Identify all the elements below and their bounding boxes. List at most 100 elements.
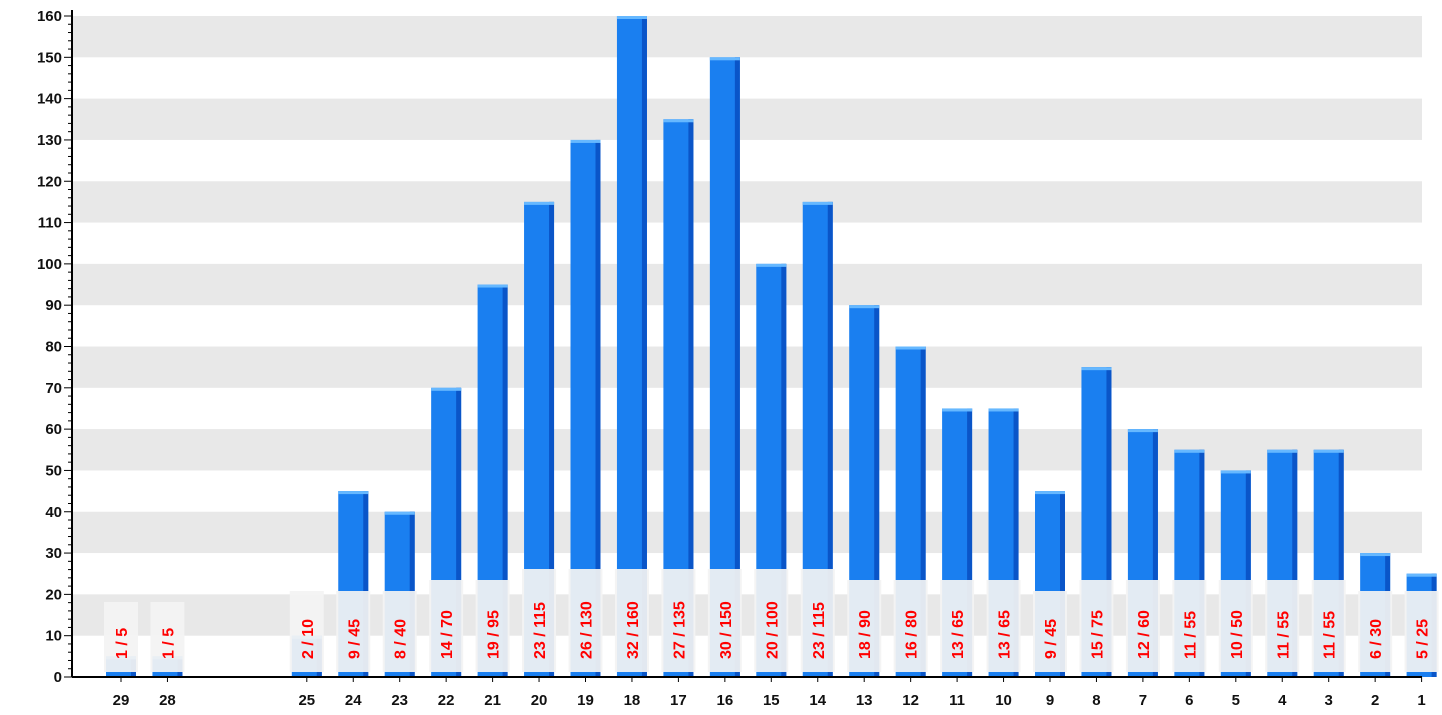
data-label: 16 / 80: [904, 610, 921, 659]
x-tick-label: 14: [809, 692, 826, 709]
y-tick-label: 120: [37, 173, 62, 190]
data-label-box: [986, 580, 1021, 672]
bar-highlight: [570, 139, 601, 143]
data-label-box: [1172, 580, 1207, 672]
bar-highlight: [849, 305, 880, 309]
y-tick-label: 0: [54, 669, 62, 686]
bar-shade: [688, 119, 694, 677]
x-tick-label: 18: [624, 692, 641, 709]
bar-shade: [734, 57, 740, 677]
y-tick-label: 40: [45, 504, 62, 521]
data-label: 14 / 70: [439, 610, 456, 659]
x-tick-label: 9: [1046, 692, 1054, 709]
y-tick-label: 150: [37, 49, 62, 66]
x-tick-label: 6: [1185, 692, 1193, 709]
data-label-box: [522, 569, 557, 672]
bar-highlight: [1406, 573, 1437, 577]
bar-highlight: [338, 491, 369, 495]
x-tick-label: 24: [345, 692, 362, 709]
data-label: 11 / 55: [1275, 611, 1292, 659]
bar-highlight: [616, 16, 647, 19]
bar-highlight: [988, 408, 1019, 412]
data-label-box: [1218, 580, 1253, 672]
data-label: 5 / 25: [1415, 619, 1432, 659]
x-tick-label: 5: [1232, 692, 1240, 709]
bar-highlight: [663, 119, 694, 123]
data-label: 11 / 55: [1322, 611, 1339, 659]
bar-highlight: [1360, 553, 1391, 557]
bar-shade: [502, 284, 508, 677]
x-tick-label: 3: [1325, 692, 1333, 709]
x-tick-label: 23: [391, 692, 408, 709]
bar-shade: [549, 201, 555, 677]
bar-shade: [1338, 449, 1344, 677]
data-label: 2 / 10: [300, 619, 317, 659]
y-tick-label: 80: [45, 339, 62, 356]
y-tick-label: 130: [37, 132, 62, 149]
bar-shade: [1013, 408, 1019, 677]
bar-highlight: [1035, 491, 1065, 495]
data-label-box: [893, 580, 928, 672]
x-tick-label: 28: [159, 692, 176, 709]
bar-shade: [1245, 470, 1251, 677]
data-label: 23 / 115: [532, 602, 549, 659]
x-tick-label: 8: [1092, 692, 1100, 709]
bar-shade: [967, 408, 973, 677]
y-tick-label: 60: [45, 421, 62, 438]
bar-highlight: [477, 284, 508, 288]
data-label-box: [614, 569, 649, 672]
grid-band: [72, 429, 1422, 471]
data-label: 12 / 60: [1136, 610, 1153, 659]
data-label: 13 / 65: [997, 610, 1014, 659]
data-label: 1 / 5: [160, 628, 177, 659]
data-label: 15 / 75: [1089, 610, 1106, 659]
data-label: 13 / 65: [950, 610, 967, 659]
x-tick-label: 25: [298, 692, 315, 709]
data-label: 1 / 5: [114, 628, 131, 659]
data-label-box: [1125, 580, 1160, 672]
bar-highlight: [1220, 470, 1251, 474]
bar-shade: [1060, 491, 1065, 677]
y-tick-label: 20: [45, 586, 62, 603]
data-label-box: [1079, 580, 1114, 672]
bar-shade: [874, 305, 880, 677]
y-tick-label: 140: [37, 91, 62, 108]
data-label-box: [1358, 591, 1393, 672]
x-tick-label: 7: [1139, 692, 1147, 709]
bar-shade: [1152, 429, 1158, 677]
data-label-box: [800, 569, 835, 672]
x-tick-label: 22: [438, 692, 455, 709]
x-tick-label: 11: [949, 692, 965, 709]
data-label-box: [336, 591, 371, 672]
bar-group: [616, 16, 647, 677]
data-label: 19 / 95: [486, 610, 503, 659]
y-tick-label: 90: [45, 297, 62, 314]
bar-highlight: [1267, 449, 1298, 453]
data-label: 9 / 45: [346, 619, 363, 659]
bar-shade: [1106, 367, 1112, 677]
bar-highlight: [384, 511, 415, 515]
x-tick-label: 20: [531, 692, 548, 709]
data-label: 32 / 160: [625, 601, 642, 659]
data-label-box: [1265, 580, 1300, 672]
grid-band: [72, 511, 1422, 554]
bar-highlight: [802, 201, 833, 205]
bar-highlight: [709, 57, 740, 61]
bar-highlight: [756, 263, 787, 267]
bar-shade: [1199, 449, 1205, 677]
bar-shade: [781, 263, 787, 677]
y-tick-label: 110: [38, 215, 62, 232]
bar-shade: [827, 201, 833, 677]
data-label-box: [104, 602, 138, 672]
bar-highlight: [1127, 429, 1158, 433]
data-label: 9 / 45: [1043, 619, 1060, 659]
bar-highlight: [431, 387, 462, 391]
bar-shade: [641, 16, 647, 677]
grid-band: [72, 263, 1422, 306]
bar-shade: [363, 491, 369, 677]
data-label-box: [568, 569, 603, 672]
data-label: 20 / 100: [764, 601, 781, 659]
bar-highlight: [1174, 449, 1205, 453]
data-label-box: [1033, 591, 1067, 672]
